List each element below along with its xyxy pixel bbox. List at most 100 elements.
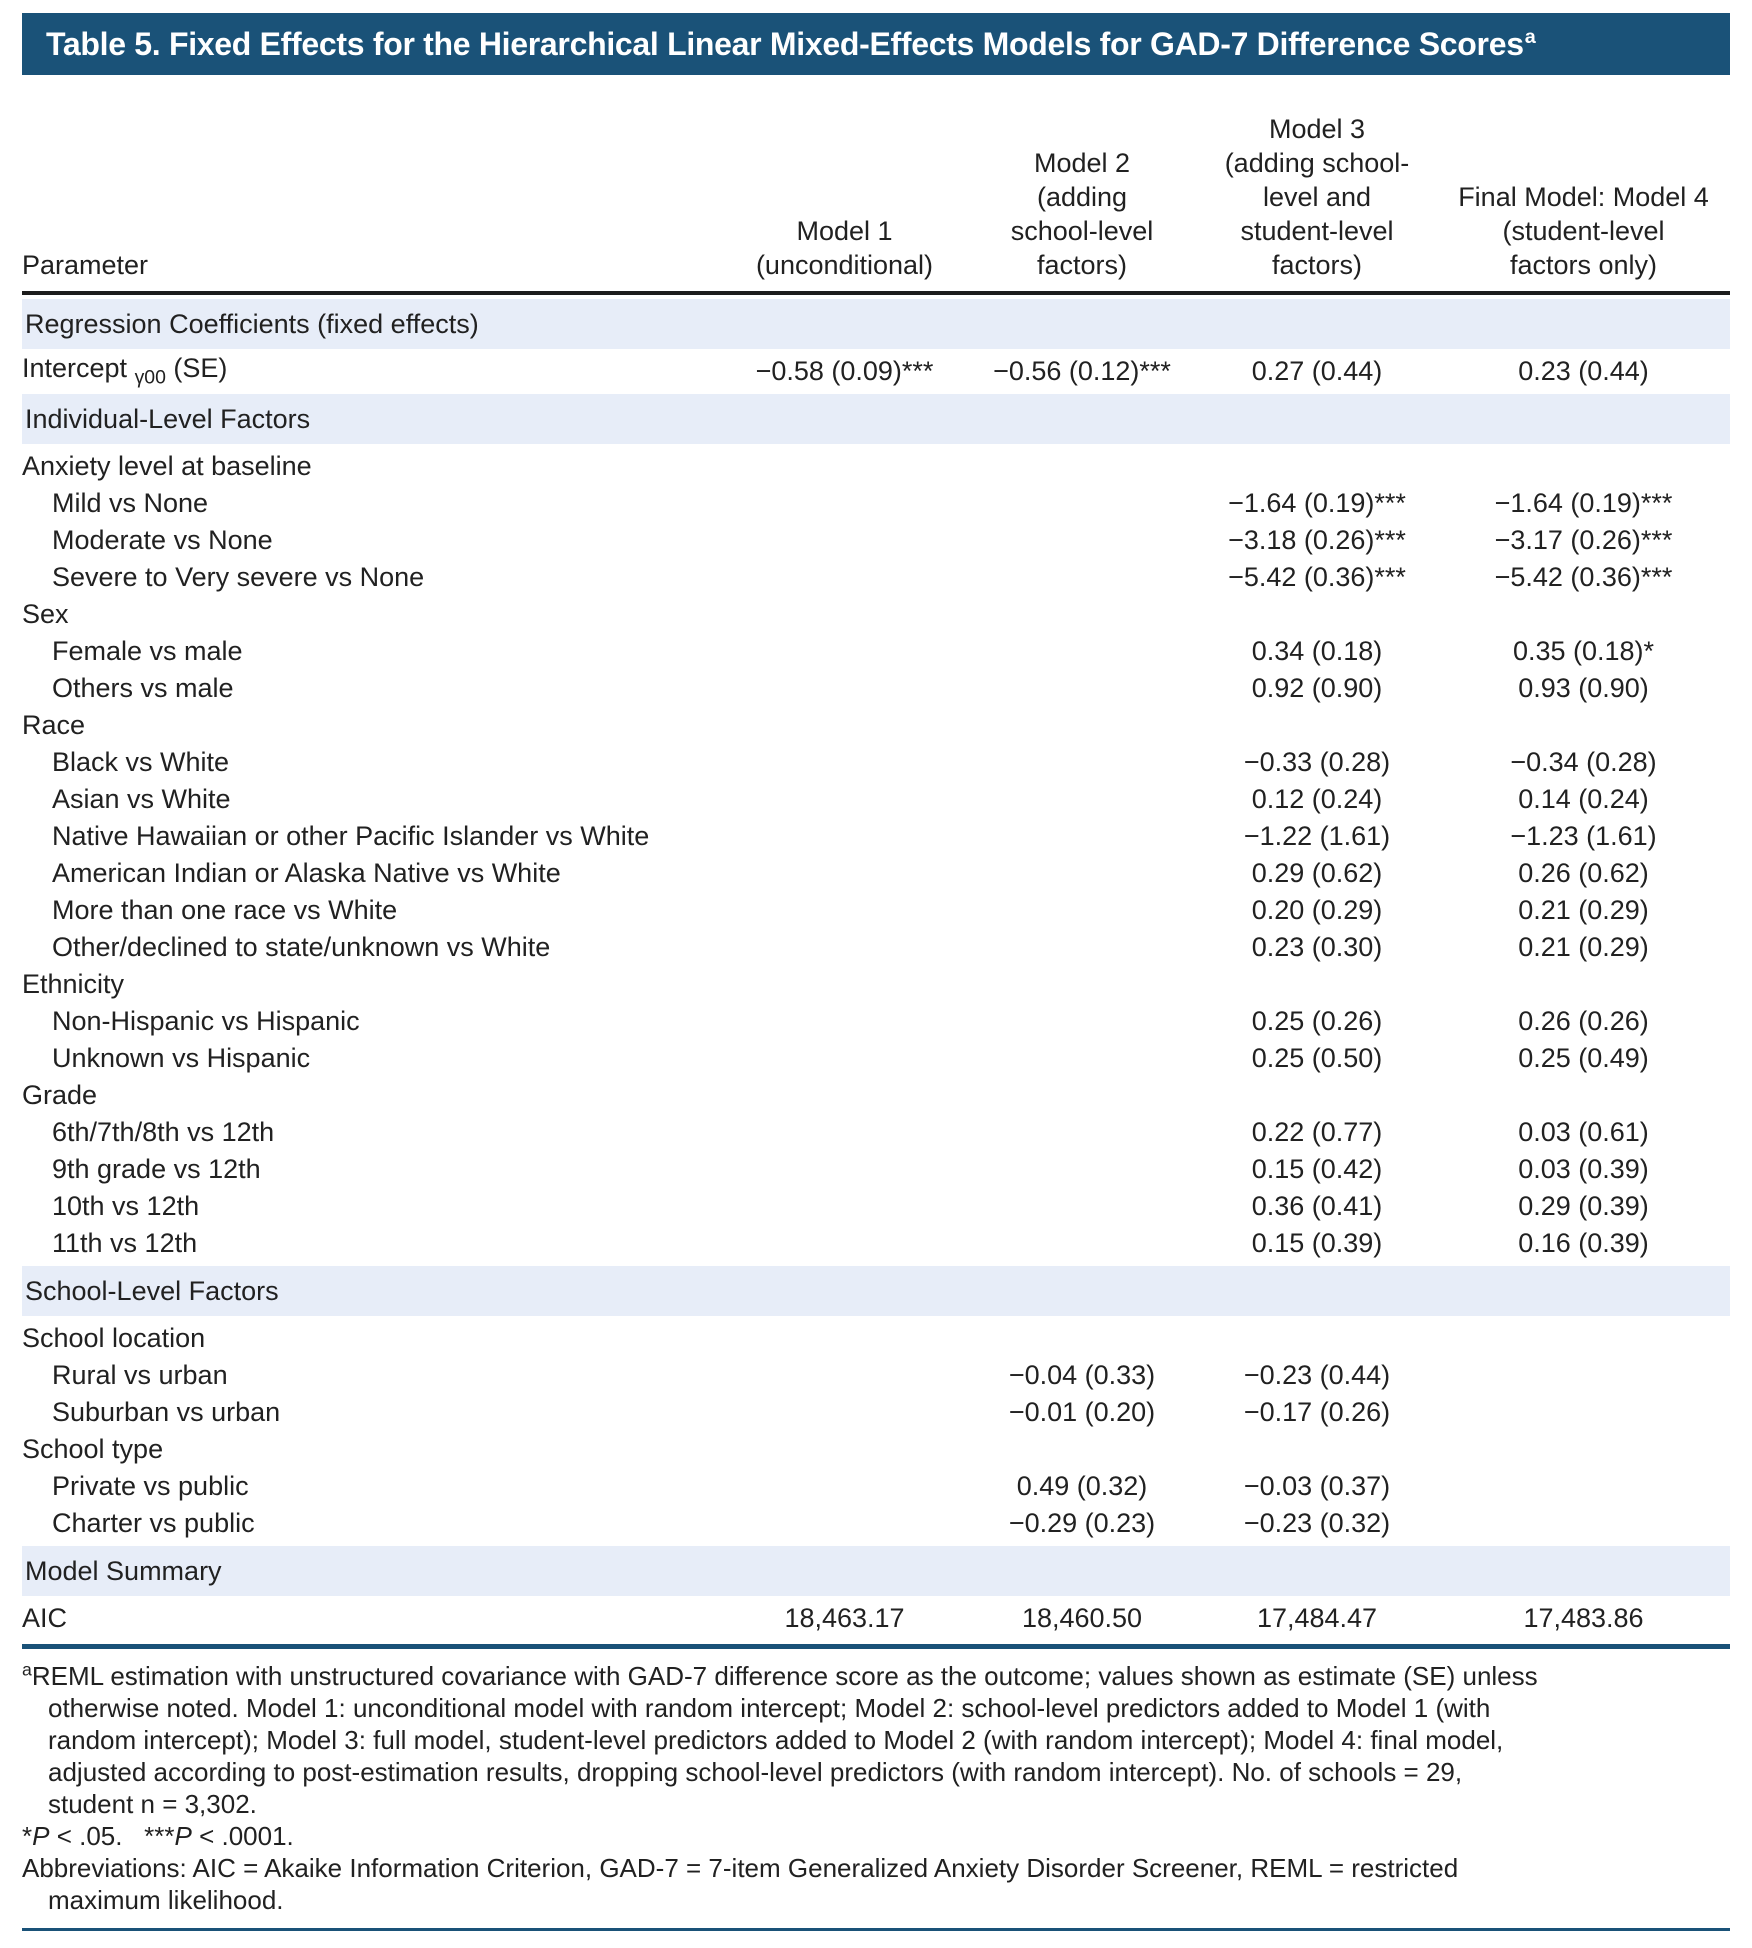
cell-value: 0.15 (0.39) [1251,1228,1383,1258]
table-row: Moderate vs None −3.18 (0.26)*** −3.17 (0.… [22,522,1730,559]
cell-value: 0.21 (0.29) [1518,932,1649,962]
cell-value: −0.03 (0.37) [1243,1471,1391,1501]
table-row: AIC 18,463.17 18,460.50 17,484.47 17,483.86 [22,1600,1730,1637]
cell-value: 0.36 (0.41) [1251,1191,1383,1221]
cell-value: −5.42 (0.36)*** [1494,562,1673,592]
cell-value: −0.34 (0.28) [1510,747,1657,777]
cell-value: −3.17 (0.26)*** [1494,525,1673,555]
table-row: Non-Hispanic vs Hispanic 0.25 (0.26) 0.26 … [22,1003,1730,1040]
cell-value: −1.22 (1.61) [1243,821,1391,851]
significance-p-symbol: P [174,1821,192,1851]
table-title-footnote-marker: a [1524,25,1536,48]
row-label: Private vs public [52,1471,249,1501]
row-label: Mild vs None [52,488,209,518]
cell-value: −3.18 (0.26)*** [1228,525,1406,555]
group-header-row: School location [22,1320,1730,1357]
row-label: Suburban vs urban [52,1397,281,1427]
row-label: Anxiety level at baseline [22,451,312,481]
cell-value: −5.42 (0.36)*** [1228,562,1406,592]
row-label: Charter vs public [52,1508,255,1538]
cell-value: 0.20 (0.29) [1251,895,1383,925]
cell-value: 0.49 (0.32) [1016,1471,1148,1501]
table-row: Suburban vs urban −0.01 (0.20) −0.17 (0.26… [22,1394,1730,1431]
table-row: Intercept γ00 (SE) −0.58 (0.09)*** −0.56 (… [22,353,1730,390]
cell-value: 18,463.17 [784,1603,905,1633]
column-header-model3: Model 3 (adding school- level and studen… [1224,114,1410,280]
cell-value: −0.23 (0.32) [1243,1508,1391,1538]
column-header-model4: Final Model: Model 4 (student-level fact… [1458,182,1709,280]
significance-text: < .0001. [191,1821,294,1851]
cell-value: 0.92 (0.90) [1251,673,1383,703]
row-label: Grade [22,1080,98,1110]
row-label: Other/declined to state/unknown vs White [52,932,551,962]
page-bottom-rule [22,1928,1730,1931]
table-row: Other/declined to state/unknown vs White… [22,929,1730,966]
row-label: School type [22,1434,164,1464]
cell-value: 0.93 (0.90) [1518,673,1649,703]
section-header-row: Regression Coefficients (fixed effects) [22,299,1730,349]
group-header-row: Race [22,707,1730,744]
cell-value: 0.15 (0.42) [1251,1154,1383,1184]
column-header-model1: Model 1 (unconditional) [755,216,934,280]
table-row: 6th/7th/8th vs 12th 0.22 (0.77) 0.03 (0.61… [22,1114,1730,1151]
cell-value: −0.04 (0.33) [1008,1360,1156,1390]
cell-value: 0.27 (0.44) [1251,356,1383,386]
row-label: Female vs male [52,636,243,666]
row-label: American Indian or Alaska Native vs Whit… [52,858,561,888]
column-header-row: Parameter Model 1 (unconditional) Model … [22,75,1730,295]
cell-value: −0.58 (0.09)*** [755,356,934,386]
cell-value: −0.17 (0.26) [1243,1397,1391,1427]
footnotes: aREML estimation with unstructured covar… [22,1660,1552,1916]
significance-note: *P < .05. ***P < .0001. [22,1820,1552,1852]
table-row: Mild vs None −1.64 (0.19)*** −1.64 (0.19)*… [22,485,1730,522]
cell-value: −0.56 (0.12)*** [993,356,1171,386]
row-label: Black vs White [52,747,230,777]
cell-value: 0.35 (0.18)* [1512,636,1655,666]
cell-value: 0.25 (0.26) [1251,1006,1383,1036]
cell-value: −1.23 (1.61) [1510,821,1657,851]
table-row: Asian vs White 0.12 (0.24) 0.14 (0.24) [22,781,1730,818]
table-row: Rural vs urban −0.04 (0.33) −0.23 (0.44) [22,1357,1730,1394]
cell-value: 0.03 (0.61) [1518,1117,1649,1147]
section-label: Model Summary [25,1555,222,1586]
cell-value: −1.64 (0.19)*** [1494,488,1673,518]
group-header-row: School type [22,1431,1730,1468]
cell-value: −0.01 (0.20) [1008,1397,1156,1427]
cell-value: 17,483.86 [1523,1603,1644,1633]
row-label: Non-Hispanic vs Hispanic [52,1006,360,1036]
row-label: Unknown vs Hispanic [52,1043,311,1073]
row-label-subscript: γ00 [134,366,166,389]
row-label: School location [22,1323,206,1353]
row-label: More than one race vs White [52,895,398,925]
cell-value: 0.16 (0.39) [1518,1228,1649,1258]
cell-value: −0.29 (0.23) [1008,1508,1156,1538]
table-row: Female vs male 0.34 (0.18) 0.35 (0.18)* [22,633,1730,670]
table-row: Native Hawaiian or other Pacific Islande… [22,818,1730,855]
table-row: 9th grade vs 12th 0.15 (0.42) 0.03 (0.39) [22,1151,1730,1188]
row-label: Race [22,710,86,740]
table-row: Unknown vs Hispanic 0.25 (0.50) 0.25 (0.49… [22,1040,1730,1077]
table-title-bar: Table 5. Fixed Effects for the Hierarchi… [22,13,1730,75]
cell-value: 0.26 (0.62) [1518,858,1649,888]
table-bottom-rule [22,1644,1730,1649]
section-label: Individual-Level Factors [25,403,311,434]
table-row: Severe to Very severe vs None −5.42 (0.36… [22,559,1730,596]
cell-value: −0.33 (0.28) [1243,747,1391,777]
table-row: Private vs public 0.49 (0.32) −0.03 (0.37) [22,1468,1730,1505]
group-header-row: Anxiety level at baseline [22,448,1730,485]
section-label: School-Level Factors [25,1275,279,1306]
row-label: Moderate vs None [52,525,273,555]
significance-text: < .05. [49,1821,123,1851]
section-header-row: Individual-Level Factors [22,394,1730,444]
table-title: Table 5. Fixed Effects for the Hierarchi… [46,25,1536,63]
significance-text: *** [144,1821,175,1851]
table-title-text: Table 5. Fixed Effects for the Hierarchi… [46,25,1524,62]
cell-value: 0.25 (0.49) [1518,1043,1649,1073]
cell-value: −0.23 (0.44) [1243,1360,1391,1390]
row-label: Severe to Very severe vs None [52,562,425,592]
row-label: Ethnicity [22,969,125,999]
table-row: American Indian or Alaska Native vs Whit… [22,855,1730,892]
section-header-row: School-Level Factors [22,1266,1730,1316]
abbreviations-note: Abbreviations: AIC = Akaike Information … [22,1853,1459,1915]
significance-text [122,1821,144,1851]
